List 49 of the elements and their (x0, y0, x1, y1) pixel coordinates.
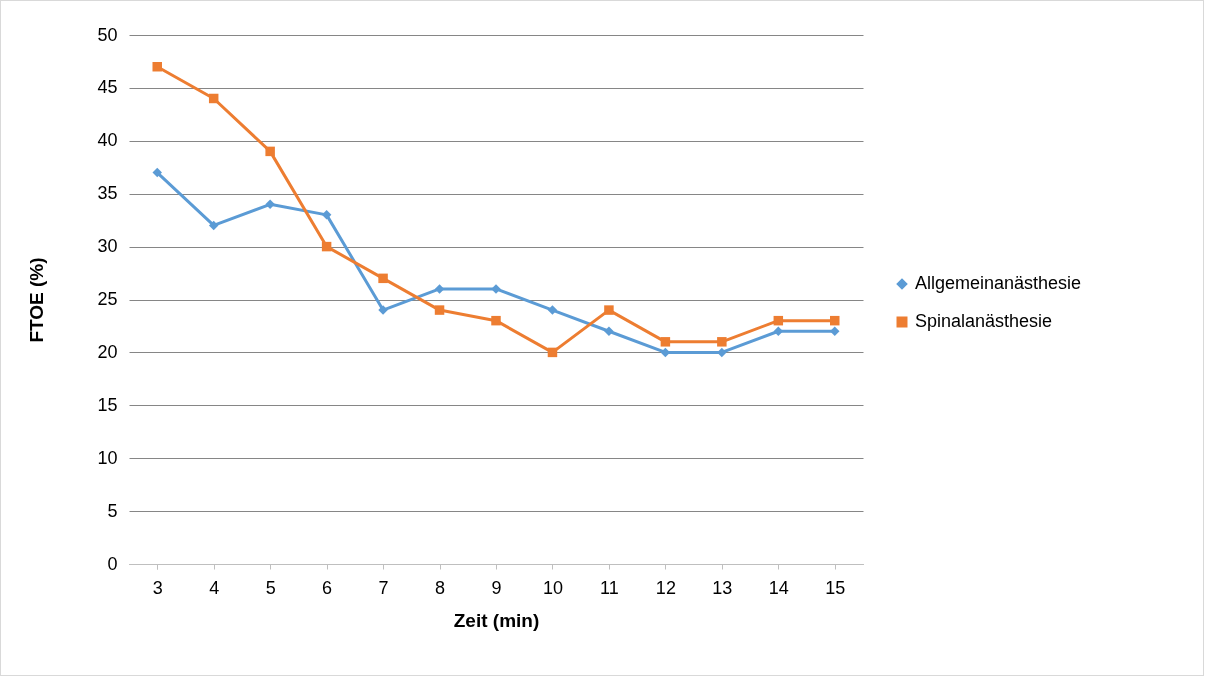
point (547, 305, 558, 315)
x-tick-label: 7 (378, 577, 389, 598)
point (265, 146, 275, 157)
legend-label: Spinalanästhesie (915, 311, 1053, 331)
x-tick-label: 14 (768, 577, 789, 598)
x-axis-title: Zeit (min) (453, 609, 540, 631)
point (152, 62, 162, 72)
point (604, 326, 614, 336)
x-tick-label: 3 (152, 577, 163, 598)
point (265, 199, 275, 210)
point (604, 305, 614, 315)
point (830, 326, 840, 336)
point (717, 337, 727, 347)
y-tick-label: 20 (97, 341, 118, 362)
y-tick-label: 5 (107, 500, 118, 521)
point (717, 347, 727, 358)
point (547, 347, 558, 358)
x-tick-label: 15 (825, 577, 846, 598)
point (208, 220, 219, 231)
y-tick-label: 0 (107, 553, 118, 574)
point (434, 305, 445, 315)
x-tick-label: 12 (655, 577, 676, 598)
point (660, 337, 671, 347)
point (491, 315, 501, 326)
x-tick-label: 6 (322, 577, 333, 598)
y-tick-label: 40 (97, 130, 118, 151)
point (378, 273, 388, 284)
y-tick-label: 15 (97, 394, 118, 415)
x-tick-label: 11 (600, 577, 619, 598)
point (152, 167, 162, 178)
x-tick-label: 10 (542, 577, 563, 598)
x-tick-label: 5 (265, 577, 276, 598)
point (321, 241, 332, 252)
y-tick-label: 30 (97, 236, 118, 257)
point (773, 315, 784, 326)
y-axis-title: FTOE (%) (26, 257, 48, 343)
x-tick-label: 4 (209, 577, 220, 598)
x-tick-label: 8 (435, 577, 446, 598)
point (208, 93, 219, 104)
x-tick-label: 13 (712, 577, 733, 598)
y-tick-label: 45 (97, 77, 118, 98)
x-tick-label: 9 (491, 577, 502, 598)
y-tick-label: 10 (97, 447, 118, 468)
y-tick-label: 50 (97, 24, 118, 45)
point (321, 210, 332, 220)
legend-label: Allgemeinanästhesie (915, 273, 1082, 293)
point (830, 315, 840, 326)
y-tick-label: 35 (97, 183, 118, 204)
y-tick-label: 25 (97, 289, 118, 309)
